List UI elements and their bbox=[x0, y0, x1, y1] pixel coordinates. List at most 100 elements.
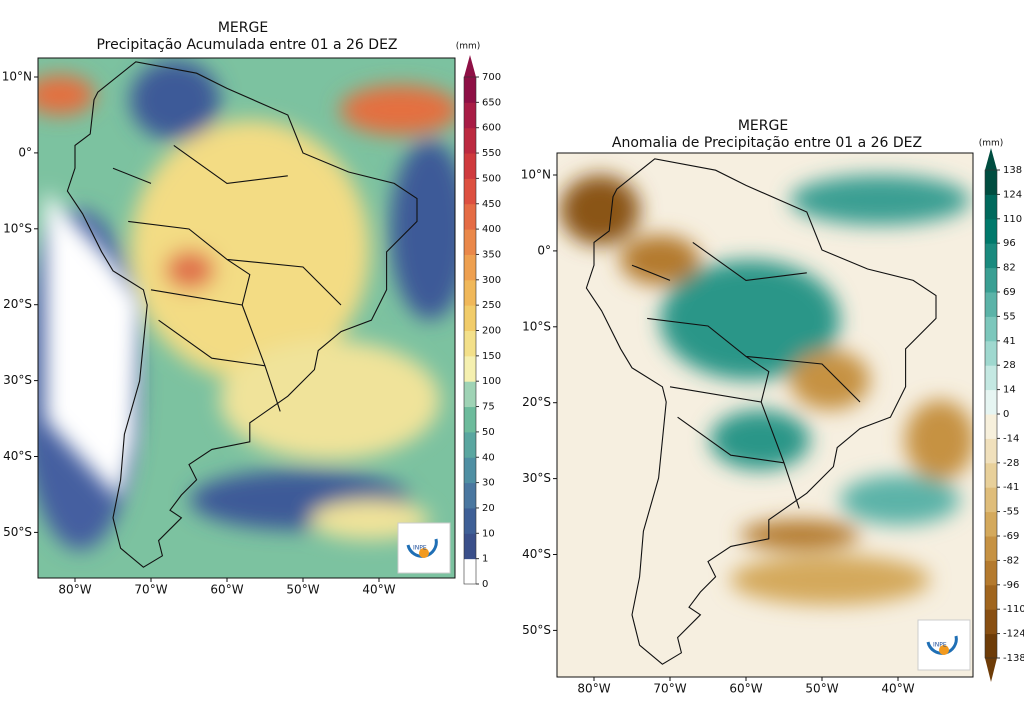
colorbar-extend bbox=[985, 148, 997, 170]
colorbar-extend bbox=[464, 55, 476, 77]
colorbar-tick-label: 50 bbox=[482, 427, 495, 438]
lat-label: 20°S bbox=[522, 395, 551, 409]
colorbar-tick-label: -138 bbox=[1003, 653, 1024, 664]
colorbar-tick-label: 600 bbox=[482, 123, 501, 134]
colorbar-segment bbox=[985, 243, 997, 269]
lon-label: 80°W bbox=[577, 682, 610, 696]
colorbar-tick-label: 110 bbox=[1003, 214, 1022, 225]
colorbar-segment bbox=[464, 558, 476, 585]
colorbar-segment bbox=[985, 292, 997, 317]
colorbar-segment bbox=[464, 178, 476, 205]
colorbar-tick-label: 100 bbox=[482, 376, 501, 387]
colorbar-segment bbox=[464, 330, 476, 357]
colorbar-segment bbox=[464, 507, 476, 534]
lon-label: 50°W bbox=[286, 583, 319, 597]
lon-label: 40°W bbox=[881, 682, 914, 696]
unit: (mm) bbox=[979, 139, 1004, 149]
colorbar-segment bbox=[464, 482, 476, 509]
anomaly-field bbox=[557, 153, 973, 677]
lon-label: 80°W bbox=[58, 583, 91, 597]
colorbar-tick-label: -69 bbox=[1003, 531, 1019, 542]
colorbar-segment bbox=[985, 267, 997, 293]
colorbar-tick-label: 75 bbox=[482, 402, 495, 413]
colorbar-segment bbox=[985, 365, 997, 391]
colorbar-segment bbox=[464, 305, 476, 331]
colorbar-segment bbox=[985, 633, 997, 659]
colorbar-segment bbox=[464, 77, 476, 103]
colorbar-segment bbox=[985, 511, 997, 537]
colorbar-segment bbox=[464, 203, 476, 230]
logo: INPE bbox=[397, 522, 451, 574]
colorbar-tick-label: 124 bbox=[1003, 189, 1022, 200]
colorbar-segment bbox=[985, 218, 997, 244]
colorbar-tick-label: 69 bbox=[1003, 287, 1016, 298]
colorbar-segment bbox=[464, 127, 476, 154]
colorbar-segment bbox=[985, 560, 997, 586]
lat-label: 30°S bbox=[522, 471, 551, 485]
colorbar-tick-label: 30 bbox=[482, 478, 495, 489]
colorbar-tick-label: 138 bbox=[1003, 165, 1022, 176]
colorbar-tick-label: 1 bbox=[482, 554, 488, 565]
colorbar-segment bbox=[985, 194, 997, 220]
colorbar-tick-label: 0 bbox=[482, 579, 488, 590]
lat-label: 30°S bbox=[3, 373, 32, 387]
colorbar-segment bbox=[464, 153, 476, 179]
colorbar-tick-label: 0 bbox=[1003, 409, 1009, 420]
colorbar-tick-label: 55 bbox=[1003, 311, 1016, 322]
lon-label: 40°W bbox=[362, 583, 395, 597]
colorbar-tick-label: -96 bbox=[1003, 580, 1019, 591]
colorbar-tick-label: 250 bbox=[482, 300, 501, 311]
colorbar-tick-label: 700 bbox=[482, 72, 501, 83]
lat-label: 50°S bbox=[3, 525, 32, 539]
lon-label: 70°W bbox=[134, 583, 167, 597]
colorbar-tick-label: 20 bbox=[482, 503, 495, 514]
lat-label: 10°S bbox=[3, 221, 32, 235]
title: MERGE bbox=[738, 118, 788, 134]
lat-label: 10°N bbox=[2, 70, 32, 84]
colorbar-tick-label: 40 bbox=[482, 452, 495, 463]
colorbar-tick-label: -110 bbox=[1003, 604, 1024, 615]
lat-label: 0° bbox=[18, 145, 32, 159]
colorbar-tick-label: 96 bbox=[1003, 238, 1016, 249]
logo: INPE bbox=[917, 619, 971, 671]
colorbar-segment bbox=[985, 462, 997, 488]
lat-label: 10°S bbox=[522, 319, 551, 333]
colorbar-segment bbox=[985, 414, 997, 439]
colorbar-tick-label: -41 bbox=[1003, 482, 1019, 493]
colorbar-segment bbox=[985, 316, 997, 342]
colorbar-tick-label: 150 bbox=[482, 351, 501, 362]
lat-label: 40°S bbox=[3, 449, 32, 463]
colorbar-segment bbox=[464, 457, 476, 484]
colorbar-tick-label: 41 bbox=[1003, 336, 1016, 347]
lat-label: 0° bbox=[537, 243, 551, 257]
logo-text: INPE bbox=[413, 545, 427, 552]
colorbar-tick-label: 350 bbox=[482, 249, 501, 260]
lon-label: 60°W bbox=[210, 583, 243, 597]
subtitle: Anomalia de Precipitação entre 01 a 26 D… bbox=[612, 135, 922, 151]
colorbar-tick-label: -55 bbox=[1003, 507, 1019, 518]
colorbar-segment bbox=[464, 431, 476, 458]
lat-label: 50°S bbox=[522, 623, 551, 637]
logo-text: INPE bbox=[933, 642, 947, 649]
precip-field bbox=[38, 58, 455, 578]
colorbar-tick-label: 500 bbox=[482, 173, 501, 184]
map-frame bbox=[556, 152, 974, 678]
subtitle: Precipitação Acumulada entre 01 a 26 DEZ bbox=[96, 37, 397, 53]
colorbar-segment bbox=[464, 102, 476, 129]
lon-label: 70°W bbox=[653, 682, 686, 696]
colorbar-segment bbox=[464, 533, 476, 560]
colorbar-tick-label: 300 bbox=[482, 275, 501, 286]
lat-label: 40°S bbox=[522, 547, 551, 561]
colorbar-segment bbox=[464, 279, 476, 306]
colorbar-segment bbox=[985, 487, 997, 513]
colorbar-segment bbox=[985, 536, 997, 561]
lat-label: 20°S bbox=[3, 297, 32, 311]
colorbar-tick-label: 28 bbox=[1003, 360, 1016, 371]
colorbar-tick-label: 450 bbox=[482, 199, 501, 210]
colorbar-segment bbox=[985, 438, 997, 464]
colorbar-extend bbox=[985, 658, 997, 682]
colorbar-tick-label: -14 bbox=[1003, 433, 1019, 444]
lon-label: 60°W bbox=[729, 682, 762, 696]
colorbar-tick-label: -82 bbox=[1003, 555, 1019, 566]
